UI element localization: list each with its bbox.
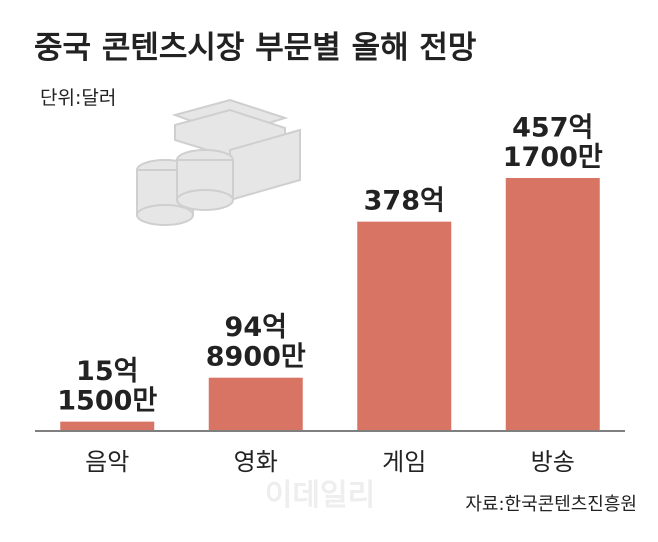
source-note: 자료:한국콘텐츠진흥원 — [465, 494, 637, 515]
chart-title: 중국 콘텐츠시장 부문별 올해 전망 — [34, 30, 476, 66]
bar — [357, 221, 452, 430]
x-tick-label: 음악 — [85, 448, 129, 476]
bar — [60, 421, 155, 430]
value-label: 457억 1700만 — [503, 112, 603, 173]
value-label: 378억 — [364, 186, 445, 217]
unit-label: 단위:달러 — [40, 87, 116, 109]
value-label: 15억 1500만 — [57, 356, 157, 417]
x-tick-label: 방송 — [531, 448, 575, 476]
watermark: 이데일리 — [265, 478, 375, 513]
x-tick-label: 영화 — [234, 448, 278, 476]
bar — [505, 178, 600, 430]
value-label: 94억 8900만 — [206, 312, 306, 373]
bar — [208, 377, 303, 430]
money-icon — [136, 98, 301, 226]
x-tick-label: 게임 — [382, 448, 426, 476]
